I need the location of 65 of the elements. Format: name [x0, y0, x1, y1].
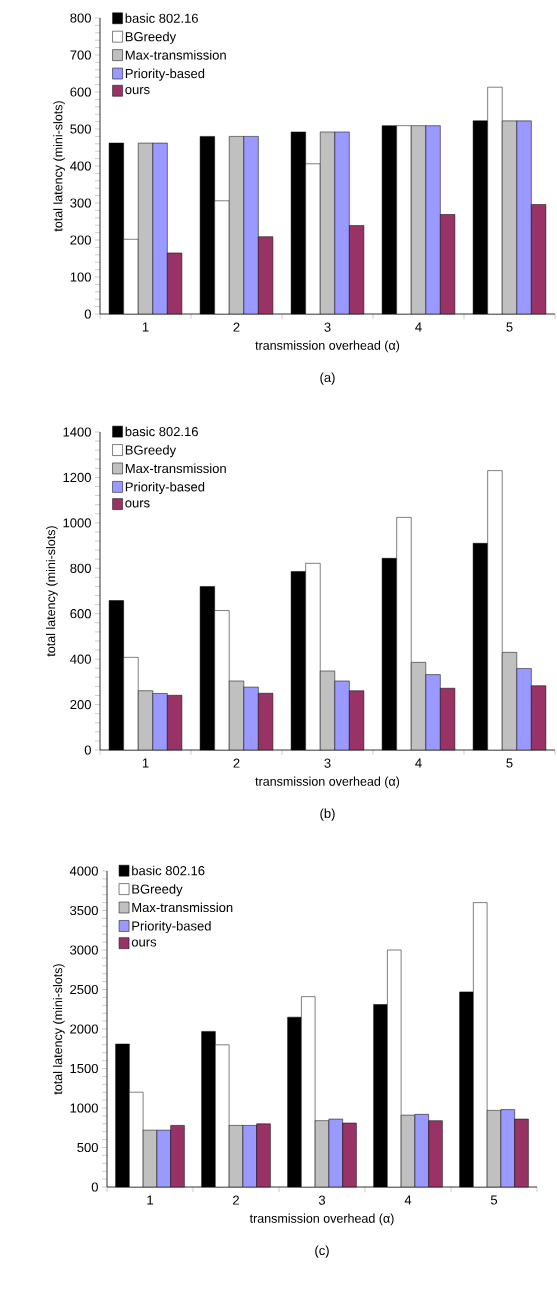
legend-label: Max-transmission: [125, 50, 226, 60]
legend-label: Priority-based: [125, 481, 205, 495]
legend-label: ours: [125, 87, 150, 95]
x-tick-label: 3: [318, 1195, 326, 1205]
y-axis-title: total latency (mini-slots): [53, 101, 65, 232]
x-tick-label: 5: [506, 758, 513, 768]
x-tick-label: 4: [415, 758, 422, 768]
y-tick-label: 800: [70, 563, 91, 573]
x-tick-label: 5: [490, 1195, 498, 1205]
x-tick-label: 5: [506, 322, 513, 332]
legend-label: basic 802.16: [132, 865, 205, 876]
legend-label: ours: [125, 500, 150, 508]
y-axis-title: total latency (mini-slots): [46, 526, 58, 657]
text: (a): [320, 372, 335, 385]
y-tick-label: 700: [70, 50, 91, 60]
legend-label: BGreedy: [125, 445, 177, 458]
legend-label: Priority-based: [132, 920, 211, 934]
text: (c): [315, 1245, 329, 1258]
y-tick-label: 100: [70, 272, 91, 282]
x-tick-label: 2: [233, 1195, 239, 1205]
x-tick-label: 1: [142, 322, 149, 332]
y-tick-label: 1500: [70, 1063, 98, 1074]
y-tick-label: 0: [84, 309, 91, 319]
y-tick-label: 2500: [70, 984, 98, 995]
y-tick-label: 2000: [70, 1024, 98, 1034]
y-tick-label: 400: [70, 654, 91, 664]
legend-label: BGreedy: [125, 31, 177, 44]
y-tick-label: 500: [77, 1142, 98, 1153]
legend-label: Priority-based: [125, 68, 205, 81]
legend-label: Max-transmission: [125, 463, 226, 474]
x-tick-label: 4: [415, 322, 422, 332]
y-tick-label: 0: [84, 745, 91, 755]
x-tick-label: 2: [233, 322, 240, 332]
x-tick-label: 2: [233, 758, 240, 768]
legend-label: Max-transmission: [132, 902, 233, 913]
y-tick-label: 0: [91, 1182, 98, 1192]
x-tick-label: 4: [404, 1195, 412, 1205]
x-tick-label: 1: [147, 1195, 153, 1205]
y-tick-label: 1400: [63, 427, 91, 437]
y-tick-label: 200: [70, 235, 91, 245]
x-axis-title: transmission overhead (α): [249, 1213, 394, 1226]
y-tick-label: 1200: [63, 472, 91, 483]
y-tick-label: 600: [70, 609, 91, 619]
y-tick-label: 600: [70, 87, 91, 97]
x-axis-title: transmission overhead (α): [255, 776, 400, 789]
y-tick-label: 200: [70, 699, 91, 710]
y-tick-label: 3000: [70, 945, 98, 955]
legend-label: basic 802.16: [125, 13, 198, 23]
x-tick-label: 3: [324, 758, 331, 768]
x-tick-label: 3: [324, 322, 331, 332]
text: (b): [320, 808, 335, 821]
y-tick-label: 4000: [69, 866, 98, 876]
legend-label: basic 802.16: [125, 426, 198, 437]
y-tick-label: 500: [70, 124, 91, 134]
y-axis-title: total latency (mini-slots): [53, 964, 65, 1095]
x-axis-title: transmission overhead (α): [255, 340, 400, 353]
y-tick-label: 3500: [70, 905, 98, 916]
y-tick-label: 300: [70, 198, 91, 208]
y-tick-label: 400: [70, 161, 91, 171]
x-tick-label: 1: [142, 758, 149, 768]
y-tick-label: 800: [70, 13, 91, 23]
y-tick-label: 1000: [63, 518, 91, 528]
legend-label: BGreedy: [132, 884, 183, 897]
y-tick-label: 1000: [70, 1103, 98, 1113]
legend-label: ours: [131, 939, 157, 947]
